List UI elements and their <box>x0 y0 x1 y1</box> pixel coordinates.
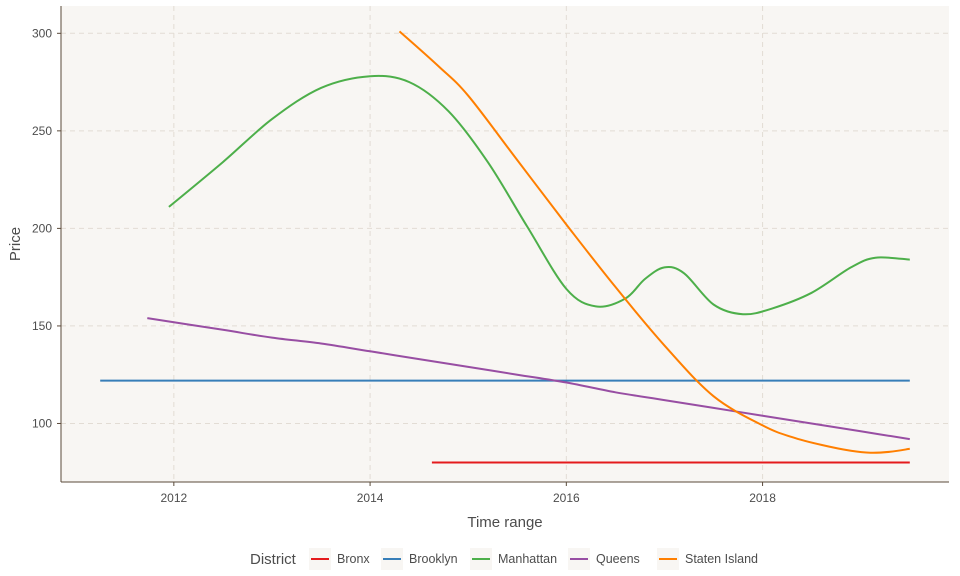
y-tick-label: 200 <box>32 221 52 235</box>
axis-ticks: 2012 2014 2016 2018 100 150 200 250 300 <box>32 26 776 505</box>
x-tick-label: 2018 <box>749 491 776 505</box>
legend-label-brooklyn: Brooklyn <box>409 552 458 566</box>
legend: District Bronx Brooklyn Manhattan Queens Sta… <box>250 548 758 570</box>
legend-title: District <box>250 551 297 568</box>
y-tick-label: 150 <box>32 319 52 333</box>
series-lines <box>100 30 910 464</box>
legend-label-bronx: Bronx <box>337 552 370 566</box>
plot-background <box>61 6 949 482</box>
legend-label-manhattan: Manhattan <box>498 552 557 566</box>
series-line-staten-island <box>398 30 910 454</box>
series-line-queens <box>147 317 910 441</box>
legend-label-queens: Queens <box>596 552 640 566</box>
x-tick-label: 2012 <box>160 491 187 505</box>
x-axis-title: Time range <box>467 514 542 531</box>
series-line-manhattan <box>168 74 910 316</box>
y-axis-title: Price <box>7 227 24 261</box>
legend-label-staten-island: Staten Island <box>685 552 758 566</box>
x-tick-label: 2014 <box>357 491 384 505</box>
y-tick-label: 250 <box>32 124 52 138</box>
grid-lines <box>61 6 949 482</box>
y-tick-label: 300 <box>32 26 52 40</box>
y-tick-label: 100 <box>32 416 52 430</box>
x-tick-label: 2016 <box>553 491 580 505</box>
